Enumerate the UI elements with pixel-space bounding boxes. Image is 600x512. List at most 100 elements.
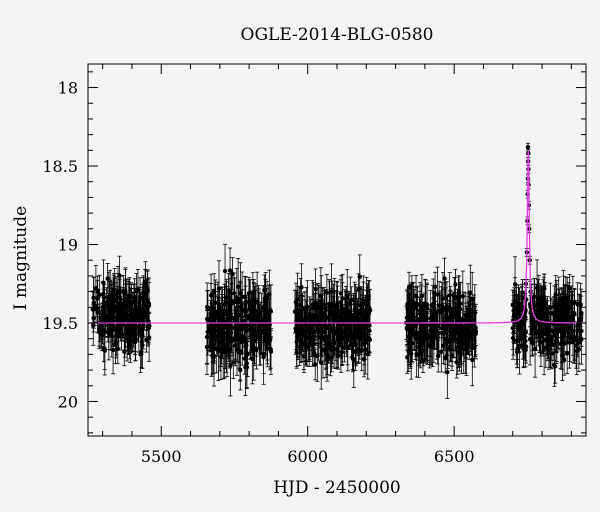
data-point — [573, 343, 579, 348]
data-point — [292, 309, 298, 314]
data-point — [345, 325, 350, 330]
data-point — [115, 346, 120, 352]
data-point — [106, 297, 112, 302]
data-point — [336, 352, 341, 358]
data-point — [211, 317, 216, 322]
data-point — [457, 345, 462, 350]
data-point — [414, 336, 420, 341]
data-point — [127, 317, 132, 323]
data-point — [454, 360, 459, 365]
data-point — [209, 345, 214, 350]
data-point — [338, 291, 344, 296]
data-point — [105, 323, 111, 328]
data-point — [204, 334, 210, 340]
data-point — [136, 315, 141, 321]
data-point — [110, 347, 116, 353]
data-point — [242, 336, 247, 342]
data-point — [457, 317, 462, 322]
data-point — [224, 345, 230, 350]
data-point — [578, 315, 584, 320]
data-point — [307, 317, 312, 322]
data-point — [517, 326, 522, 332]
data-point — [120, 317, 125, 322]
data-point — [294, 339, 299, 345]
data-point — [567, 336, 573, 341]
data-point — [313, 286, 318, 292]
data-point — [419, 333, 424, 338]
data-point — [453, 331, 458, 336]
data-point — [254, 300, 260, 305]
data-point — [516, 311, 521, 316]
data-point — [213, 311, 218, 316]
data-point — [429, 315, 434, 320]
data-point — [561, 357, 567, 363]
x-axis-label: HJD - 2450000 — [273, 478, 401, 498]
data-point — [437, 308, 443, 313]
data-point — [265, 315, 270, 321]
data-point — [455, 313, 460, 318]
data-point — [129, 306, 134, 312]
data-point — [412, 323, 417, 329]
data-point — [367, 328, 372, 333]
data-point — [129, 325, 135, 330]
data-point — [118, 297, 123, 302]
data-point — [333, 346, 339, 352]
data-point — [534, 285, 540, 290]
data-point — [262, 339, 268, 344]
data-point — [451, 311, 456, 316]
data-point — [254, 333, 259, 338]
data-point — [321, 302, 327, 307]
data-point — [315, 304, 321, 309]
data-point — [318, 293, 324, 298]
data-point — [137, 295, 143, 300]
data-point — [352, 317, 357, 323]
data-point — [240, 326, 246, 331]
data-point — [440, 321, 446, 326]
data-point — [442, 276, 447, 281]
data-point — [527, 336, 533, 342]
data-point — [353, 349, 358, 355]
data-point — [460, 334, 465, 339]
data-point — [432, 284, 438, 290]
data-point — [361, 357, 367, 362]
data-point — [532, 346, 538, 352]
data-point — [133, 304, 139, 310]
data-point — [204, 304, 210, 310]
data-point — [519, 319, 525, 325]
data-point — [226, 301, 231, 306]
data-point — [406, 338, 411, 344]
data-point — [303, 336, 309, 341]
data-point — [576, 340, 582, 345]
data-point — [146, 303, 152, 308]
data-point — [315, 353, 320, 359]
data-point — [552, 362, 557, 367]
data-point — [267, 292, 272, 297]
data-point — [298, 328, 303, 333]
data-point — [310, 326, 315, 332]
data-point — [245, 316, 251, 321]
data-point — [470, 296, 475, 302]
data-point — [324, 290, 330, 295]
data-point — [447, 315, 452, 321]
data-point — [405, 301, 410, 307]
data-point — [358, 302, 363, 308]
data-point — [207, 327, 212, 332]
data-point — [97, 292, 102, 297]
data-point — [299, 285, 304, 290]
data-point — [427, 343, 432, 349]
data-point — [100, 308, 106, 313]
data-point — [445, 369, 450, 375]
data-point — [119, 332, 124, 338]
data-point — [138, 352, 143, 357]
chart-title: OGLE-2014-BLG-0580 — [241, 25, 434, 45]
data-point — [425, 335, 430, 341]
data-point — [239, 294, 245, 299]
data-point — [444, 328, 449, 334]
data-point — [249, 302, 255, 308]
data-point — [105, 276, 110, 281]
data-point — [114, 315, 119, 321]
data-point — [531, 316, 536, 322]
data-point — [361, 331, 367, 336]
data-point — [235, 332, 240, 337]
data-point — [142, 314, 147, 320]
